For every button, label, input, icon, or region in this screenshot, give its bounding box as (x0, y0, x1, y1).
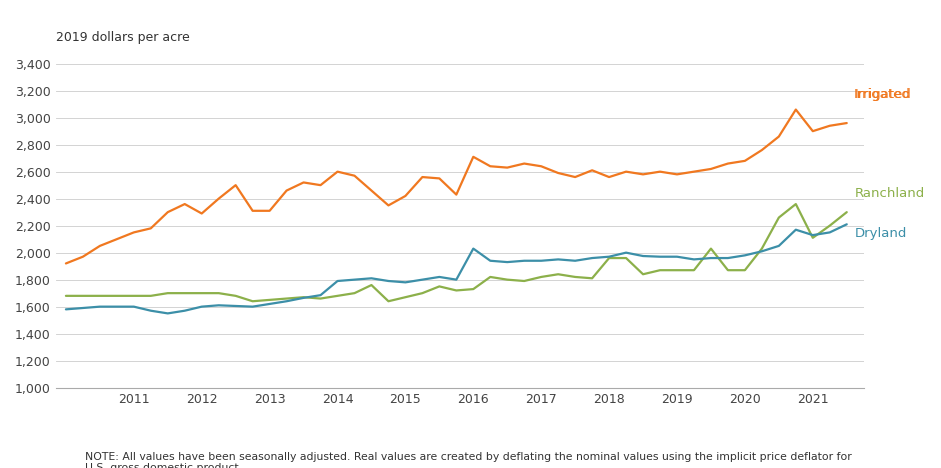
Text: Ranchland: Ranchland (854, 187, 925, 200)
Text: Irrigated: Irrigated (853, 88, 910, 101)
Text: U.S. gross domestic product.: U.S. gross domestic product. (85, 463, 242, 468)
Text: Dryland: Dryland (854, 227, 907, 240)
Text: 2019 dollars per acre: 2019 dollars per acre (56, 31, 189, 44)
Text: NOTE: All values have been seasonally adjusted. Real values are created by defla: NOTE: All values have been seasonally ad… (85, 452, 852, 461)
Text: Irrigated: Irrigated (854, 88, 912, 101)
